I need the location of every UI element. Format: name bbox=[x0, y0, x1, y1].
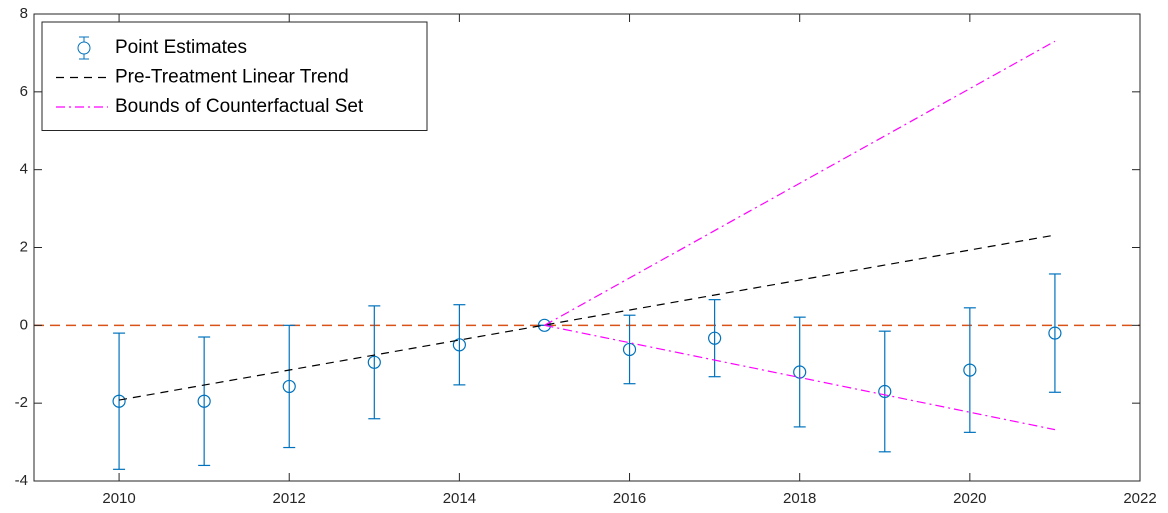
error-bar bbox=[708, 299, 721, 378]
error-bar bbox=[198, 336, 211, 467]
y-tick-label: -2 bbox=[15, 394, 28, 411]
point-marker bbox=[708, 331, 722, 345]
point-marker bbox=[282, 379, 296, 394]
error-bar bbox=[1048, 273, 1061, 393]
x-tick-label: 2016 bbox=[613, 490, 646, 507]
x-tick-label: 2022 bbox=[1123, 490, 1156, 507]
error-bar bbox=[453, 304, 466, 386]
x-tick-label: 2010 bbox=[102, 490, 135, 507]
error-bar bbox=[623, 314, 636, 385]
error-bar bbox=[878, 330, 891, 453]
error-bar bbox=[113, 332, 126, 470]
point-marker bbox=[622, 342, 637, 357]
y-tick-label: 2 bbox=[20, 238, 28, 255]
point-marker bbox=[367, 355, 381, 369]
error-bar bbox=[963, 307, 976, 433]
point-marker bbox=[1048, 326, 1062, 340]
x-tick-label: 2020 bbox=[953, 490, 986, 507]
line bbox=[118, 234, 1056, 401]
point-marker bbox=[452, 338, 466, 352]
y-tick-label: 6 bbox=[20, 83, 28, 100]
legend-label: Point Estimates bbox=[115, 37, 247, 58]
point-marker bbox=[537, 318, 552, 332]
legend-label: Bounds of Counterfactual Set bbox=[115, 96, 364, 117]
x-tick-label: 2014 bbox=[443, 490, 476, 507]
x-tick-label: 2018 bbox=[783, 490, 816, 507]
error-bar bbox=[368, 305, 381, 420]
y-tick-label: -4 bbox=[15, 472, 28, 489]
line bbox=[544, 324, 1056, 431]
legend-swatch bbox=[77, 41, 91, 55]
error-bar bbox=[793, 316, 806, 428]
point-marker bbox=[112, 394, 126, 408]
point-marker bbox=[963, 363, 977, 377]
error-bar bbox=[283, 324, 296, 449]
point-marker bbox=[197, 394, 211, 408]
legend-box bbox=[41, 21, 428, 131]
x-tick-label: 2012 bbox=[273, 490, 306, 507]
y-tick-label: 8 bbox=[20, 5, 28, 22]
y-tick-label: 4 bbox=[20, 161, 28, 178]
y-tick-label: 0 bbox=[20, 316, 28, 333]
point-marker bbox=[878, 384, 892, 399]
line bbox=[544, 40, 1056, 326]
legend-label: Pre-Treatment Linear Trend bbox=[115, 67, 349, 88]
